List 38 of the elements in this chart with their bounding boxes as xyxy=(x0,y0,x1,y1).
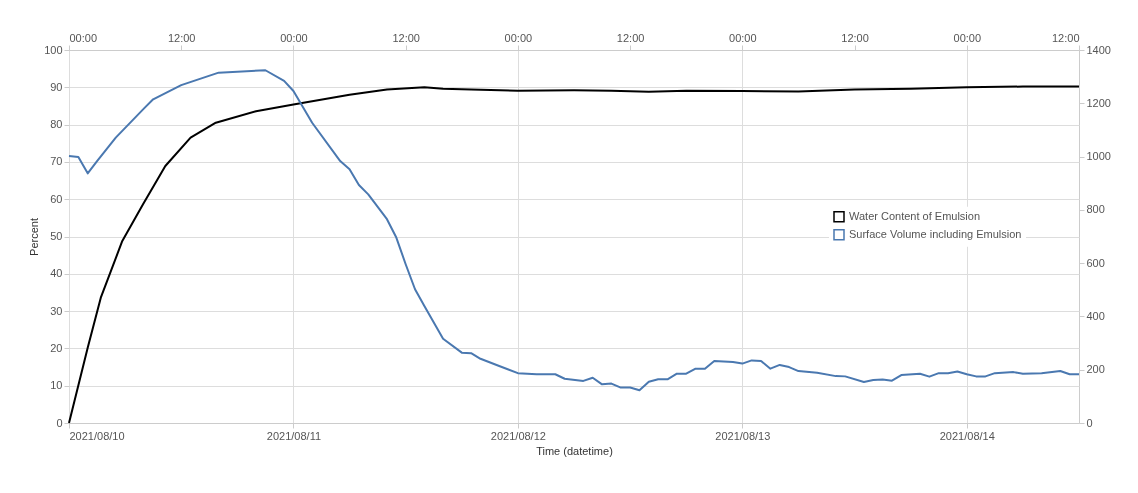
y2-tick-label: 1000 xyxy=(1086,150,1111,163)
y-tick-label: 100 xyxy=(44,43,63,56)
y-tick-label: 30 xyxy=(50,304,63,317)
x-tick-label: 2021/08/12 xyxy=(490,429,546,442)
x2-tick-label: 12:00 xyxy=(616,31,645,44)
legend-label: Water Content of Emulsion xyxy=(849,209,981,222)
y2-tick-label: 800 xyxy=(1086,203,1105,216)
x2-tick-label: 00:00 xyxy=(729,31,757,44)
x-tick-label: 2021/08/11 xyxy=(266,429,322,442)
y-tick-label: 80 xyxy=(50,118,63,131)
x2-tick-label: 00:00 xyxy=(280,31,308,44)
y-tick-label: 0 xyxy=(56,416,63,429)
y-tick-label: 20 xyxy=(50,341,63,354)
x-tick-label: 2021/08/14 xyxy=(939,429,995,442)
y-tick-label: 70 xyxy=(50,155,63,168)
x-axis-title: Time (datetime) xyxy=(536,444,613,457)
y-tick-label: 50 xyxy=(50,230,63,242)
x2-tick-label: 00:00 xyxy=(69,31,98,44)
x2-tick-label: 12:00 xyxy=(167,31,196,44)
y2-tick-label: 0 xyxy=(1086,416,1093,429)
y2-tick-label: 1200 xyxy=(1086,96,1111,109)
y2-tick-label: 600 xyxy=(1086,256,1105,269)
x2-tick-label: 12:00 xyxy=(392,31,420,44)
y-tick-label: 60 xyxy=(50,192,63,205)
x2-tick-label: 00:00 xyxy=(504,31,533,44)
legend-label: Surface Volume including Emulsion xyxy=(849,227,1022,240)
x2-tick-label: 12:00 xyxy=(1051,31,1080,44)
y-tick-label: 90 xyxy=(50,80,63,93)
y2-tick-label: 400 xyxy=(1086,309,1105,322)
y-tick-label: 10 xyxy=(50,379,63,392)
x2-tick-label: 12:00 xyxy=(841,31,869,44)
y2-tick-label: 200 xyxy=(1086,363,1105,376)
y-tick-label: 40 xyxy=(50,267,63,280)
x2-tick-label: 00:00 xyxy=(953,31,982,44)
x-tick-label: 2021/08/13 xyxy=(715,429,771,442)
y2-tick-label: 1400 xyxy=(1086,43,1111,56)
y-axis-title: Percent xyxy=(28,218,41,256)
x-tick-label: 2021/08/10 xyxy=(69,429,125,442)
